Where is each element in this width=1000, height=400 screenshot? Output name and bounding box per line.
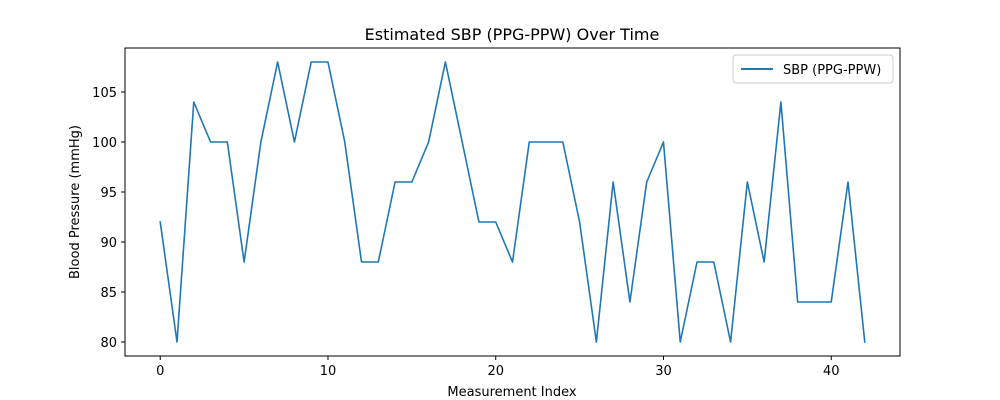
data-point bbox=[830, 301, 832, 303]
x-tick-label: 0 bbox=[156, 364, 164, 379]
y-tick-label: 100 bbox=[92, 136, 117, 151]
x-tick-label: 20 bbox=[487, 364, 504, 379]
data-point bbox=[445, 61, 447, 63]
data-point bbox=[579, 221, 581, 223]
data-point bbox=[512, 261, 514, 263]
y-axis-label: Blood Pressure (mmHg) bbox=[68, 125, 83, 279]
data-point bbox=[327, 61, 329, 63]
data-point bbox=[528, 141, 530, 143]
data-point bbox=[461, 141, 463, 143]
data-point bbox=[478, 221, 480, 223]
data-point bbox=[378, 261, 380, 263]
y-tick-label: 95 bbox=[100, 186, 117, 201]
data-point bbox=[663, 141, 665, 143]
data-point bbox=[847, 181, 849, 183]
axis-ticks: 0 10 20 30 40 80 85 90 95 100 105 bbox=[92, 86, 839, 379]
data-point bbox=[696, 261, 698, 263]
data-point bbox=[210, 141, 212, 143]
data-point bbox=[159, 221, 161, 223]
data-point bbox=[176, 341, 178, 343]
data-point bbox=[596, 341, 598, 343]
data-point bbox=[277, 61, 279, 63]
y-tick-label: 90 bbox=[100, 236, 117, 251]
data-point bbox=[814, 301, 816, 303]
data-point bbox=[310, 61, 312, 63]
data-point bbox=[864, 341, 866, 343]
y-tick-label: 85 bbox=[100, 286, 117, 301]
data-point bbox=[562, 141, 564, 143]
data-point bbox=[713, 261, 715, 263]
data-point bbox=[227, 141, 229, 143]
data-point bbox=[411, 181, 413, 183]
data-point bbox=[646, 181, 648, 183]
data-point bbox=[629, 301, 631, 303]
x-axis-label: Measurement Index bbox=[447, 385, 576, 400]
data-point bbox=[747, 181, 749, 183]
plot-area-frame bbox=[124, 47, 901, 357]
data-point bbox=[344, 141, 346, 143]
series-line-sbp bbox=[159, 61, 866, 343]
x-tick-label: 40 bbox=[823, 364, 840, 379]
data-point bbox=[495, 221, 497, 223]
legend-frame bbox=[732, 54, 894, 84]
data-point bbox=[243, 261, 245, 263]
x-tick-label: 10 bbox=[320, 364, 337, 379]
x-tick-label: 30 bbox=[655, 364, 672, 379]
data-point bbox=[545, 141, 547, 143]
data-point bbox=[797, 301, 799, 303]
data-point bbox=[294, 141, 296, 143]
data-point bbox=[730, 341, 732, 343]
data-point bbox=[394, 181, 396, 183]
y-tick-label: 80 bbox=[100, 336, 117, 351]
chart-title: Estimated SBP (PPG-PPW) Over Time bbox=[365, 25, 660, 44]
data-point bbox=[193, 101, 195, 103]
data-point bbox=[361, 261, 363, 263]
legend: SBP (PPG-PPW) bbox=[732, 54, 894, 84]
data-point bbox=[260, 141, 262, 143]
data-point bbox=[780, 101, 782, 103]
data-point bbox=[428, 141, 430, 143]
data-point bbox=[679, 341, 681, 343]
data-point bbox=[763, 261, 765, 263]
legend-label: SBP (PPG-PPW) bbox=[783, 63, 881, 78]
data-point bbox=[612, 181, 614, 183]
series-layer bbox=[159, 61, 866, 343]
y-tick-label: 105 bbox=[92, 86, 117, 101]
